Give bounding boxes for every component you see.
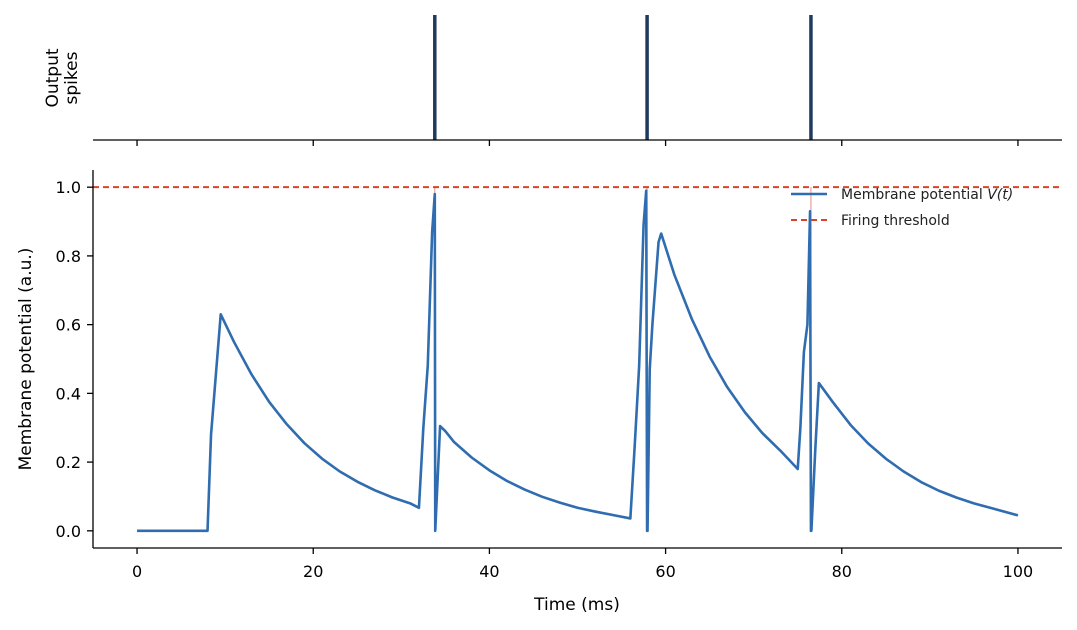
y-tick-label-0.8: 0.8 [56, 247, 81, 266]
spike-panel: Output spikes [43, 15, 1062, 146]
y-tick-label-0.0: 0.0 [56, 522, 81, 541]
y-tick-label-0.4: 0.4 [56, 384, 81, 403]
spike-ylabel-line2: spikes [62, 51, 82, 104]
legend: Membrane potential V(t) Firing threshold [791, 187, 1013, 229]
x-tick-label-40: 40 [479, 562, 499, 581]
reset-lines [434, 187, 812, 531]
membrane-x-ticks: 0 20 40 60 80 100 [132, 548, 1033, 581]
x-tick-label-80: 80 [832, 562, 852, 581]
x-axis-title: Time (ms) [533, 595, 620, 615]
y-tick-label-1.0: 1.0 [56, 178, 81, 197]
legend-label-membrane-prefix: Membrane potential [841, 187, 987, 203]
membrane-panel: 0 20 40 60 80 100 0.0 0.2 0.4 0.6 0.8 1.0 Time (ms… [16, 170, 1062, 615]
spike-lines [433, 15, 813, 140]
legend-label-membrane-var: V(t) [987, 187, 1013, 203]
legend-label-membrane: Membrane potential V(t) [841, 187, 1013, 203]
x-tick-label-0: 0 [132, 562, 142, 581]
x-tick-label-20: 20 [303, 562, 323, 581]
membrane-potential-line [137, 189, 1019, 533]
x-tick-label-60: 60 [655, 562, 675, 581]
membrane-y-ticks: 0.0 0.2 0.4 0.6 0.8 1.0 [56, 178, 93, 541]
x-tick-label-100: 100 [1003, 562, 1034, 581]
y-axis-title: Membrane potential (a.u.) [16, 248, 36, 471]
legend-label-threshold: Firing threshold [841, 213, 950, 229]
y-tick-label-0.2: 0.2 [56, 453, 81, 472]
spike-x-ticks [136, 140, 1019, 146]
y-tick-label-0.6: 0.6 [56, 316, 81, 335]
spike-ylabel-line1: Output [43, 48, 63, 107]
